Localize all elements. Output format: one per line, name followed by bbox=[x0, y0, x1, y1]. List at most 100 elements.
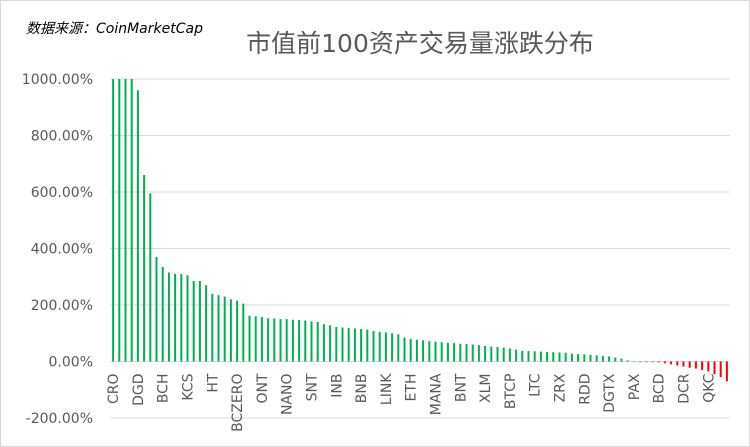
bar bbox=[403, 337, 406, 362]
bar bbox=[701, 361, 704, 370]
bar bbox=[477, 345, 480, 362]
x-tick-label: RDD bbox=[577, 374, 593, 405]
x-tick-label: BNT bbox=[453, 373, 469, 402]
x-tick-label: BNB bbox=[354, 374, 370, 404]
bar bbox=[285, 319, 288, 362]
bar bbox=[242, 303, 245, 362]
bar bbox=[440, 342, 443, 362]
bar bbox=[279, 319, 282, 362]
x-tick-label: ONT bbox=[255, 373, 271, 403]
bar bbox=[484, 345, 487, 362]
x-tick-label: BCH bbox=[156, 374, 172, 404]
y-tick-label: 200.00% bbox=[31, 298, 93, 314]
bar bbox=[217, 295, 220, 362]
bar bbox=[663, 361, 666, 364]
bar bbox=[539, 351, 542, 362]
bar bbox=[645, 361, 648, 363]
x-axis-tick-labels: CRO DGD BCH KCS HT BCZERO ONT NANO SNT INB BNB LINK… bbox=[106, 373, 717, 432]
x-tick-label: BTCP bbox=[503, 374, 519, 410]
bar bbox=[260, 317, 263, 362]
x-tick-label: BCZERO bbox=[230, 374, 246, 432]
grid-lines bbox=[110, 78, 730, 419]
bar bbox=[471, 344, 474, 362]
bar bbox=[453, 343, 456, 362]
bar bbox=[570, 353, 573, 362]
bar bbox=[707, 361, 710, 372]
bar bbox=[211, 293, 214, 362]
bar bbox=[118, 79, 121, 362]
bar bbox=[254, 316, 257, 362]
x-tick-label: DGD bbox=[131, 374, 147, 406]
bar bbox=[688, 361, 691, 368]
bar bbox=[304, 320, 307, 362]
x-tick-label: QKC bbox=[701, 373, 717, 402]
bar bbox=[657, 361, 660, 363]
bar bbox=[564, 352, 567, 362]
bar bbox=[347, 328, 350, 362]
bar bbox=[651, 361, 654, 363]
bar bbox=[682, 361, 685, 367]
bar bbox=[180, 273, 183, 362]
bar bbox=[546, 351, 549, 362]
bar bbox=[465, 343, 468, 362]
bar bbox=[353, 328, 356, 362]
bar bbox=[527, 351, 530, 362]
bar bbox=[205, 285, 208, 362]
bar bbox=[267, 318, 270, 362]
bar bbox=[496, 347, 499, 362]
x-tick-label: DGTX bbox=[602, 373, 618, 413]
bar bbox=[329, 325, 332, 362]
x-tick-label: KCS bbox=[181, 373, 197, 400]
bar bbox=[446, 342, 449, 362]
y-tick-label: 0.00% bbox=[49, 355, 93, 371]
bar bbox=[422, 340, 425, 362]
bar bbox=[136, 90, 139, 362]
bar bbox=[521, 350, 524, 362]
bar bbox=[378, 331, 381, 362]
bar bbox=[620, 358, 623, 362]
bar bbox=[155, 256, 158, 362]
bar bbox=[186, 275, 189, 362]
x-tick-label: DCR bbox=[677, 373, 693, 404]
bar bbox=[149, 193, 152, 362]
bar bbox=[595, 355, 598, 362]
bar bbox=[167, 272, 170, 362]
bar bbox=[719, 361, 722, 378]
x-tick-label: ETH bbox=[404, 374, 420, 402]
x-tick-label: BCD bbox=[652, 374, 668, 404]
y-tick-label: 1000.00% bbox=[22, 72, 93, 88]
bar bbox=[459, 343, 462, 362]
bar bbox=[174, 273, 177, 362]
y-axis-tick-labels: -200.00% 0.00% 200.00% 400.00% 600.00% 800.00… bbox=[22, 72, 93, 427]
bar bbox=[608, 356, 611, 362]
bar bbox=[112, 79, 115, 362]
bar bbox=[366, 329, 369, 362]
bar bbox=[198, 280, 201, 362]
bar bbox=[130, 79, 133, 362]
bar bbox=[725, 361, 728, 382]
x-tick-label: XLM bbox=[478, 374, 494, 403]
bar bbox=[124, 79, 127, 362]
bar bbox=[614, 357, 617, 362]
bar bbox=[372, 330, 375, 362]
bar bbox=[273, 318, 276, 362]
bar bbox=[558, 352, 561, 362]
bar bbox=[161, 266, 164, 362]
x-tick-label: NANO bbox=[280, 374, 296, 416]
bar bbox=[508, 348, 511, 362]
bar bbox=[601, 355, 604, 362]
bar bbox=[391, 333, 394, 362]
bar bbox=[341, 327, 344, 362]
bar bbox=[310, 321, 313, 362]
y-tick-label: -200.00% bbox=[26, 411, 93, 427]
x-tick-label: LTC bbox=[528, 373, 544, 397]
chart-title: 市值前100资产交易量涨跌分布 bbox=[246, 29, 594, 58]
bar bbox=[415, 339, 418, 362]
bar bbox=[577, 354, 580, 362]
bar bbox=[143, 175, 146, 362]
source-note: 数据来源：CoinMarketCap bbox=[26, 21, 203, 37]
bar bbox=[694, 361, 697, 369]
bar bbox=[298, 319, 301, 362]
bar bbox=[639, 361, 642, 363]
